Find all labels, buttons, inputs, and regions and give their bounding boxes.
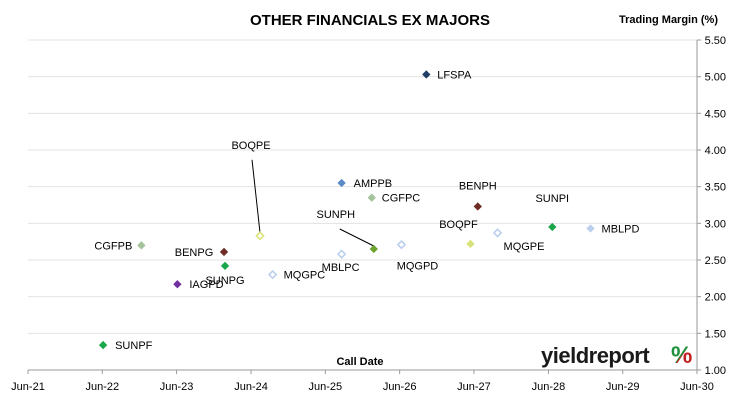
point-benph [473,202,482,211]
x-tick-label: Jun-30 [680,381,714,393]
point-benpg [219,247,229,257]
chart-title: OTHER FINANCIALS EX MAJORS [250,12,490,29]
point-boqpe [255,231,265,241]
y-tick-label: 1.00 [705,365,726,377]
point-mblpc [336,249,347,259]
x-tick-label: Jun-27 [457,381,491,393]
leader-line-boqpe [251,159,261,233]
x-tick-labels: Jun-21 Jun-22 Jun-23 Jun-24 Jun-25 Jun-26 Jun-… [11,370,714,393]
point-boqpf [466,239,475,249]
leader-line-sunph [339,228,375,247]
x-tick-label: Jun-21 [11,381,45,393]
point-label-sunph: SUNPH [317,209,356,221]
x-tick-label: Jun-22 [85,381,119,393]
y-tick-label: 5.50 [705,35,726,47]
point-label-cgfpc: CGFPC [382,193,421,205]
point-sunpg [220,261,230,271]
point-label-mqgpd: MQGPD [397,261,439,273]
point-label-boqpf: BOQPF [439,219,478,231]
y-tick-label: 3.50 [705,182,726,194]
point-label-mqgpc: MQGPC [284,270,326,282]
data-points [98,70,595,350]
point-label-iagpd: IAGPD [189,279,223,291]
gridlines [28,39,697,334]
y-tick-labels: 1.00 1.50 2.00 2.50 3.00 3.50 4.00 4.50 5.00 5.50 [697,35,726,377]
point-label-sunpf: SUNPF [115,340,153,352]
point-amppb [337,178,346,188]
point-label-amppb: AMPPB [354,178,393,190]
point-sunpi [548,222,557,232]
y-axis-title: Trading Margin (%) [619,14,718,26]
y-tick-label: 1.50 [705,328,726,340]
point-sunph [369,244,378,254]
x-tick-label: Jun-26 [383,381,417,393]
logo-wordmark: yieldreport [541,343,650,368]
point-sunpf [98,340,108,350]
y-tick-label: 2.50 [705,255,726,267]
point-cgfpc [367,193,376,202]
point-mqgpc [267,269,278,280]
point-labels: LFSPA BOQPE AMPPB CGFPC BENPH SUNPH SUNPI MBLPD… [94,69,639,352]
point-label-sunpg: SUNPG [205,275,244,287]
y-tick-label: 4.50 [705,108,726,120]
point-label-lfspa: LFSPA [437,69,472,81]
x-tick-label: Jun-24 [234,381,268,393]
x-tick-label: Jun-28 [532,381,566,393]
yieldreport-logo: yieldreport % [541,342,692,369]
y-tick-label: 3.00 [705,218,726,230]
point-label-mqgpe: MQGPE [504,241,545,253]
y-tick-label: 4.00 [705,145,726,157]
point-lfspa [422,70,431,79]
logo-percent-icon: % [671,342,692,369]
point-cgfpb [137,241,146,250]
point-label-benph: BENPH [459,180,497,192]
point-label-sunpi: SUNPI [535,193,569,205]
point-label-cgfpb: CGFPB [94,240,132,252]
point-mqgpd [396,239,407,250]
leader-lines [251,159,375,247]
y-tick-label: 2.00 [705,292,726,304]
point-label-mblpd: MBLPD [602,223,640,235]
point-label-boqpe: BOQPE [231,140,270,152]
point-mqgpe [492,228,503,238]
x-axis-title: Call Date [336,356,383,368]
y-tick-label: 5.00 [705,72,726,84]
point-mblpd [586,224,595,233]
point-label-benpg: BENPG [175,247,214,259]
x-tick-label: Jun-25 [309,381,343,393]
x-tick-label: Jun-29 [606,381,640,393]
point-iagpd [173,280,182,289]
point-label-mblpc: MBLPC [322,262,360,274]
x-tick-label: Jun-23 [160,381,194,393]
